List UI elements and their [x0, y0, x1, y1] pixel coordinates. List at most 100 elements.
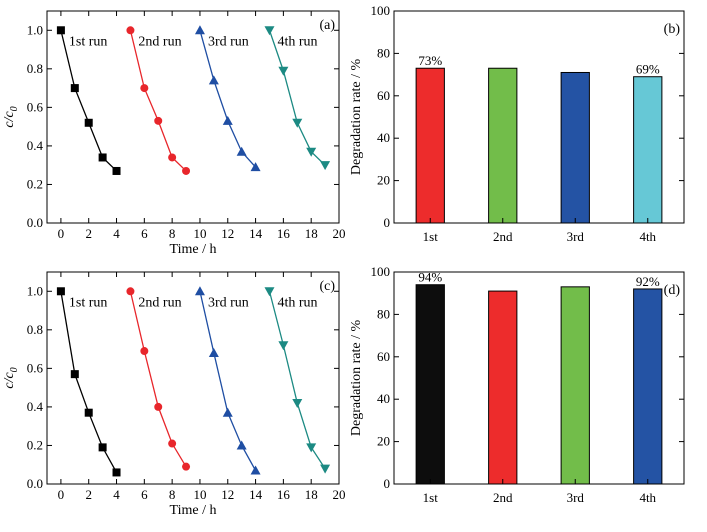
y-tick-label: 1.0: [27, 283, 43, 298]
data-point: [236, 440, 247, 450]
bar-panel-1: 0 20 40 60 80 100 1st 73% 2nd 3rd 4th 69% Degradatio…: [349, 3, 685, 244]
x-tick-label: 10: [193, 226, 206, 241]
y-tick-label: 20: [377, 434, 390, 449]
data-point: [140, 347, 149, 356]
series-label: 1st run: [69, 35, 108, 50]
y-tick-label: 0.8: [27, 322, 43, 337]
y-tick-label: 60: [377, 88, 390, 103]
data-point: [194, 286, 205, 296]
y-tick-label: 60: [377, 349, 390, 364]
data-point: [222, 407, 233, 417]
panel-tag: (b): [664, 22, 681, 37]
y-axis-title: c/c0: [2, 367, 20, 388]
x-tick-label: 3rd: [567, 490, 585, 505]
x-tick-label: 2nd: [493, 490, 513, 505]
series-label: 2nd run: [138, 35, 181, 50]
x-tick-label: 4th: [639, 229, 656, 244]
data-point: [264, 287, 275, 297]
x-tick-label: 20: [333, 226, 346, 241]
data-point: [70, 84, 79, 93]
y-tick-label: 40: [377, 391, 390, 406]
y-tick-label: 0: [384, 215, 391, 230]
data-point: [320, 464, 331, 474]
data-point: [194, 25, 205, 35]
x-tick-label: 6: [141, 226, 148, 241]
line-panel-0: 0 2 4 6 8 10 12 14 16 18 20 0.0 0.2 0.4 0.6 0.8 1.0 Time …: [2, 10, 346, 257]
bar-value-label: 73%: [418, 53, 442, 68]
data-point: [168, 153, 177, 162]
y-tick-label: 1.0: [27, 22, 43, 37]
series-2: 2nd run: [126, 287, 191, 471]
plot-frame: [393, 10, 685, 224]
x-tick-label: 18: [305, 226, 318, 241]
y-tick-label: 0.0: [27, 215, 43, 230]
bar-value-label: 92%: [636, 274, 660, 289]
data-point: [292, 399, 303, 409]
y-tick-label: 40: [377, 130, 390, 145]
x-tick-label: 1st: [423, 490, 439, 505]
x-axis-title: Time / h: [170, 242, 217, 257]
series-label: 3rd run: [208, 296, 249, 311]
y-tick-label: 80: [377, 45, 390, 60]
y-axis-title-subscript: 0: [9, 367, 20, 372]
data-point: [306, 443, 317, 453]
bar-4th: [633, 76, 663, 224]
data-point: [278, 66, 289, 76]
series-4: 4th run: [264, 26, 331, 171]
x-tick-label: 16: [277, 487, 291, 502]
data-point: [154, 402, 163, 411]
x-tick-label: 10: [193, 487, 206, 502]
data-point: [222, 115, 233, 125]
x-axis-title: Time / h: [170, 503, 217, 518]
y-tick-label: 0.8: [27, 61, 43, 76]
x-tick-label: 16: [277, 226, 291, 241]
y-tick-label: 0.4: [27, 399, 44, 414]
x-tick-label: 12: [221, 226, 234, 241]
series-line: [129, 291, 187, 467]
x-tick-label: 2: [85, 226, 92, 241]
series-label: 3rd run: [208, 35, 249, 50]
x-tick-label: 8: [169, 226, 176, 241]
y-tick-label: 0.6: [27, 99, 44, 114]
x-tick-label: 3rd: [567, 229, 585, 244]
bar-3rd: [560, 71, 590, 224]
x-tick-label: 0: [58, 487, 65, 502]
series-label: 1st run: [69, 296, 108, 311]
series-line: [199, 30, 257, 168]
y-tick-label: 0.0: [27, 476, 43, 491]
data-point: [264, 26, 275, 36]
x-tick-label: 0: [58, 226, 65, 241]
y-axis-title-subscript: 0: [9, 106, 20, 111]
bar-3rd: [560, 286, 590, 485]
bar-4th: [633, 288, 663, 485]
data-point: [236, 146, 247, 156]
panel-tag: (c): [319, 279, 335, 294]
series-4: 4th run: [264, 287, 331, 474]
x-tick-label: 2nd: [493, 229, 513, 244]
x-tick-label: 1st: [423, 229, 439, 244]
y-tick-label: 0: [384, 476, 391, 491]
y-tick-label: 100: [371, 264, 391, 279]
x-tick-label: 2: [85, 487, 92, 502]
y-axis-title: Degradation rate / %: [349, 59, 364, 176]
y-axis-title-main: c/c: [2, 111, 17, 128]
y-tick-label: 0.4: [27, 138, 44, 153]
y-tick-label: 0.2: [27, 437, 43, 452]
data-point: [320, 161, 331, 171]
x-tick-label: 8: [169, 487, 176, 502]
data-point: [292, 118, 303, 128]
panel-tag: (a): [319, 18, 335, 33]
series-1: 1st run: [56, 26, 121, 175]
y-axis-title: Degradation rate / %: [349, 320, 364, 437]
data-point: [56, 26, 65, 35]
series-3: 3rd run: [194, 25, 261, 172]
x-tick-label: 14: [249, 226, 263, 241]
data-point: [182, 166, 191, 175]
series-label: 2nd run: [138, 296, 181, 311]
data-point: [182, 462, 191, 471]
plot-frame: [393, 271, 685, 485]
data-point: [112, 468, 121, 477]
x-tick-label: 18: [305, 487, 318, 502]
series-2: 2nd run: [126, 26, 191, 175]
